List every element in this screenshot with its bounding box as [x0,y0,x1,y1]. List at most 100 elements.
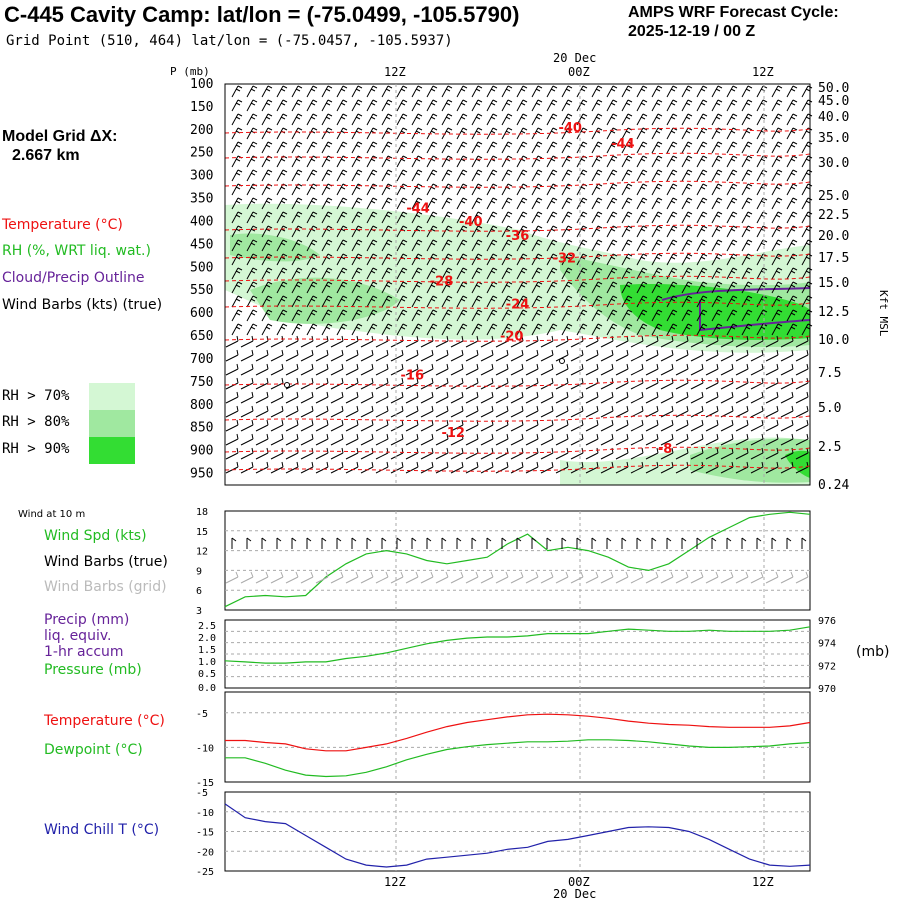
pressure-tick-label-right: 972 [818,661,836,672]
temperature-label: -32 [553,252,577,267]
temperature-label: -28 [430,275,454,290]
forecast-cycle: AMPS WRF Forecast Cycle: 2025-12-19 / 00… [628,3,839,41]
legend-swatch-rh90 [89,437,135,464]
height-tick-label: 22.5 [818,208,849,223]
pressure-tick-label-right: 976 [818,616,836,627]
temperature-label: -44 [611,137,635,152]
height-tick-label: 17.5 [818,251,849,266]
legend-rh90: RH > 90% [2,441,70,457]
pressure-tick-label: 550 [190,283,213,298]
height-tick-label: 45.0 [818,94,849,109]
temperature-label: -24 [506,298,530,313]
temperature-contour [224,152,811,160]
wind-barbs-true-label: Wind Barbs (true) [44,554,168,570]
pressure-unit: (mb) [856,644,890,660]
height-tick-label: 50.0 [818,81,849,96]
series-line-wind-chill [224,803,811,868]
temperature-contour [224,301,811,309]
height-tick-label: 2.5 [818,440,841,455]
windchill-label: Wind Chill T (°C) [44,822,160,838]
height-tick-label: 10.0 [818,333,849,348]
pressure-tick-label: 300 [190,169,213,184]
pressure-tick-label: 850 [190,421,213,436]
pressure-tick-label: 950 [190,467,213,482]
temperature-label: -40 [558,121,582,136]
series-line-pressure [224,626,811,664]
calm-wind-marker [284,382,290,388]
temperature-label: -12 [441,426,465,441]
time-label-bottom: 12Z [752,875,774,889]
height-tick-label: 12.5 [818,305,849,320]
series-line-temperature [225,713,811,752]
panel-frame [224,691,811,783]
time-label-top: 00Z [568,65,590,79]
legend-rh70: RH > 70% [2,388,70,404]
dewpoint-label: Dewpoint (°C) [44,742,143,758]
pressure-tick-label-right: 970 [818,684,836,695]
series-line-dewpoint [225,739,811,778]
precip-tick-label: 1.5 [198,645,216,656]
temperature-label: -8 [658,442,672,457]
pressure-tick-label: 350 [190,192,213,207]
precip-tick-label: 0.0 [198,683,216,694]
panel-frame [224,619,811,689]
chart-subtitle: Grid Point (510, 464) lat/lon = (-75.045… [6,33,453,49]
wind-tick-label: 12 [196,547,208,558]
forecast-cycle-label: AMPS WRF Forecast Cycle: [628,4,839,21]
windchill-tick-label: -25 [196,867,214,878]
temperature-contour [224,446,811,454]
precip-liq-label: liq. equiv. [44,628,112,644]
precip-label: Precip (mm) [44,612,130,628]
wind-tick-label: 15 [196,527,208,538]
temperature-label: -40 [459,215,483,230]
height-tick-label: 25.0 [818,189,849,204]
height-tick-label: 30.0 [818,156,849,171]
legend-temperature: Temperature (°C) [2,217,123,233]
wind-barbs-grid-label: Wind Barbs (grid) [44,579,167,595]
pressure-label: Pressure (mb) [44,662,142,678]
height-tick-label: 20.0 [818,229,849,244]
windchill-tick-label: -15 [196,828,214,839]
forecast-cycle-value: 2025-12-19 / 00 Z [628,23,756,40]
windchill-tick-label: -10 [196,808,214,819]
temperature-label: -16 [401,369,425,384]
time-label-bottom: 00Z [568,875,590,889]
temp-tick-label: -5 [196,709,208,720]
temperature-contour [224,224,811,232]
date-label-bottom: 20 Dec [553,887,596,900]
wind10-title: Wind at 10 m [18,509,86,520]
rh-region [785,450,810,478]
height-tick-label: 35.0 [818,131,849,146]
temperature-contour [224,334,811,342]
precip-tick-label: 0.5 [198,669,216,680]
model-grid-label: Model Grid ΔX: [2,128,118,145]
temperature-contour [224,464,811,472]
temperature-label: Temperature (°C) [44,713,165,729]
temp-contours [224,127,811,472]
temperature-contour [224,379,811,387]
legend-wind: Wind Barbs (kts) (true) [2,297,163,313]
height-tick-label: 40.0 [818,110,849,125]
pressure-tick-label-right: 974 [818,639,836,650]
cloud-outline [661,287,811,332]
legend-cloud: Cloud/Precip Outline [2,270,145,286]
pressure-tick-label: 400 [190,214,213,229]
time-label-top: 12Z [384,65,406,79]
panel-frame [224,510,811,611]
time-label-top: 12Z [752,65,774,79]
temperature-contour [224,180,811,188]
wind-tick-label: 18 [196,507,208,518]
pressure-tick-label: 250 [190,146,213,161]
temperature-contour [224,252,811,260]
windchill-tick-label: -20 [196,847,214,858]
height-tick-label: 0.24 [818,478,849,493]
precip-tick-label: 2.0 [198,633,216,644]
series-line-wind-spd [224,511,811,608]
model-grid-value: 2.667 km [12,147,80,164]
time-label-bottom: 12Z [384,875,406,889]
chart-title: C-445 Cavity Camp: lat/lon = (-75.0499, … [4,2,520,27]
pressure-axis-title: P (mb) [170,65,210,78]
temperature-contour [224,127,811,135]
pressure-tick-label: 600 [190,306,213,321]
